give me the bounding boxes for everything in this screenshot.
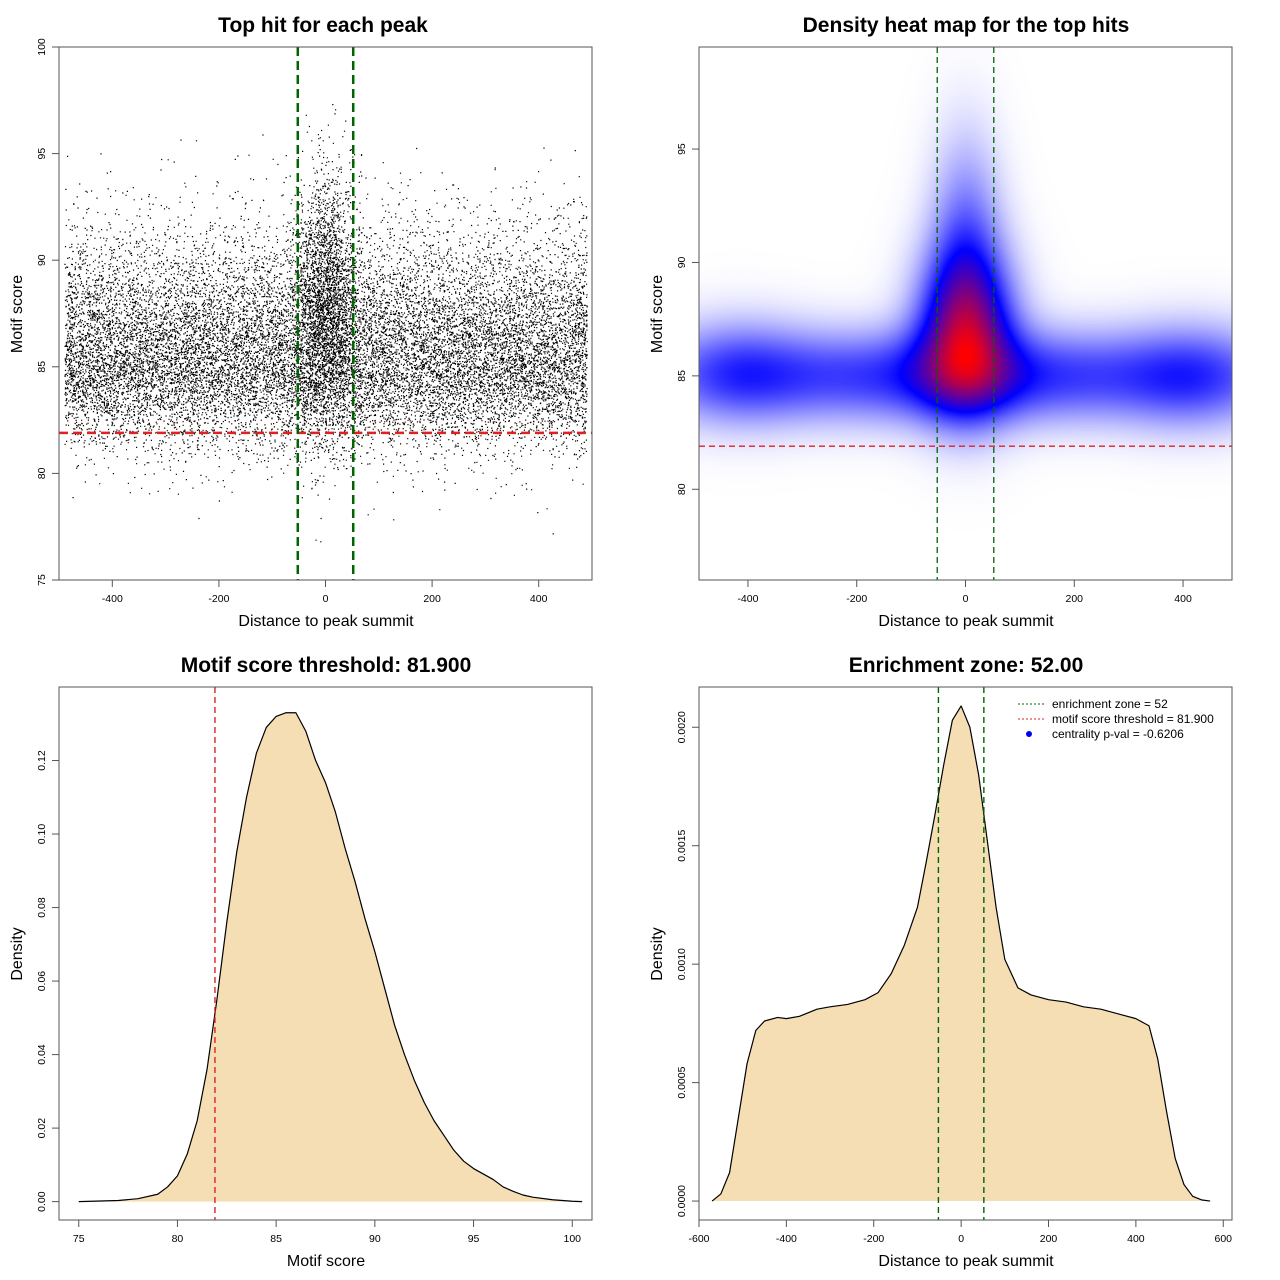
y-tick-label: 0.0015	[676, 830, 688, 862]
distance-density-reference-lines	[937, 687, 985, 1220]
y-tick-label: 0.10	[36, 824, 48, 845]
scatter-points	[64, 104, 588, 543]
x-tick-label: 0	[963, 593, 969, 605]
scatter-y-axis: 75 80 85 90 95 100	[36, 38, 60, 586]
scatter-x-axis: -400 -200 0 200 400	[102, 579, 548, 605]
x-tick-label: 75	[73, 1233, 85, 1245]
y-tick-label: 80	[676, 483, 688, 495]
x-tick-label: 80	[172, 1233, 184, 1245]
x-tick-label: 400	[1174, 593, 1192, 605]
scatter-x-label: Distance to peak summit	[238, 613, 414, 630]
y-tick-label: 0.02	[36, 1118, 48, 1139]
heatmap-y-axis: 80 85 90 95	[676, 143, 700, 495]
y-tick-label: 0.0005	[676, 1066, 688, 1098]
scatter-title: Top hit for each peak	[218, 14, 428, 37]
y-tick-label: 0.06	[36, 971, 48, 992]
score-density-title: Motif score threshold: 81.900	[181, 654, 472, 677]
heatmap-panel: Density heat map for the top hits -400 -2…	[649, 14, 1233, 630]
distance-density-x-label: Distance to peak summit	[878, 1253, 1054, 1270]
x-tick-label: -400	[102, 593, 123, 605]
score-density-area	[78, 712, 583, 1203]
distance-density-y-axis: 0.0000 0.0005 0.0010 0.0015 0.0020	[676, 711, 700, 1217]
y-tick-label: 90	[36, 254, 48, 266]
score-density-fill	[78, 712, 583, 1202]
x-tick-label: 0	[323, 593, 329, 605]
y-tick-label: 0.00	[36, 1191, 48, 1212]
legend-label-enrichment-zone: enrichment zone = 52	[1052, 697, 1168, 711]
x-tick-label: -600	[688, 1233, 709, 1245]
x-tick-label: 200	[1040, 1233, 1058, 1245]
score-density-x-label: Motif score	[287, 1253, 365, 1270]
heatmap-x-axis: -400 -200 0 200 400	[737, 579, 1192, 605]
scatter-plot-frame	[58, 46, 593, 581]
x-tick-label: -200	[208, 593, 229, 605]
score-density-y-label: Density	[9, 927, 26, 980]
y-tick-label: 0.0000	[676, 1185, 688, 1217]
legend-label-centrality: centrality p-val = -0.6206	[1052, 727, 1184, 741]
x-tick-label: -400	[737, 593, 758, 605]
x-tick-label: 200	[1066, 593, 1084, 605]
scatter-y-label: Motif score	[9, 275, 26, 353]
y-tick-label: 100	[36, 38, 48, 56]
y-tick-label: 85	[676, 370, 688, 382]
x-tick-label: 95	[468, 1233, 480, 1245]
y-tick-label: 0.04	[36, 1044, 48, 1065]
scatter-panel: Top hit for each peak -400 -200 0 200 400 75…	[9, 14, 593, 630]
heatmap-canvas	[699, 47, 1232, 580]
y-tick-label: 0.0020	[676, 711, 688, 743]
x-tick-label: -200	[863, 1233, 884, 1245]
x-tick-label: 90	[369, 1233, 381, 1245]
heatmap-y-label: Motif score	[649, 275, 666, 353]
heatmap-reference-lines	[699, 47, 1232, 580]
y-tick-label: 85	[36, 361, 48, 373]
scatter-reference-lines	[59, 47, 592, 580]
distance-density-title: Enrichment zone: 52.00	[849, 654, 1084, 677]
y-tick-label: 80	[36, 467, 48, 479]
x-tick-label: -400	[776, 1233, 797, 1245]
y-tick-label: 90	[676, 256, 688, 268]
heatmap-title: Density heat map for the top hits	[803, 14, 1130, 37]
heatmap-x-label: Distance to peak summit	[878, 613, 1054, 630]
scatter-point-cloud	[64, 104, 588, 543]
distance-density-y-label: Density	[649, 927, 666, 980]
distance-density-panel: Enrichment zone: 52.00 -600 -400 -200 0 200 4…	[649, 654, 1233, 1270]
y-tick-label: 95	[676, 143, 688, 155]
distance-density-area	[711, 705, 1211, 1202]
y-tick-label: 0.08	[36, 897, 48, 918]
distance-density-x-axis: -600 -400 -200 0 200 400 600	[688, 1219, 1232, 1245]
legend-label-threshold: motif score threshold = 81.900	[1052, 712, 1214, 726]
score-density-panel: Motif score threshold: 81.900 75 80 85 90 95…	[9, 654, 593, 1270]
score-density-curve	[78, 712, 583, 1203]
distance-density-legend: enrichment zone = 52 motif score thresho…	[1018, 697, 1214, 741]
y-tick-label: 95	[36, 148, 48, 160]
heatmap-surface	[699, 47, 1232, 580]
y-tick-label: 75	[36, 574, 48, 586]
y-tick-label: 0.0010	[676, 948, 688, 980]
x-tick-label: -200	[846, 593, 867, 605]
x-tick-label: 100	[563, 1233, 581, 1245]
distance-density-curve	[711, 705, 1211, 1202]
score-density-y-axis: 0.00 0.02 0.04 0.06 0.08 0.10 0.12	[36, 750, 60, 1212]
distance-density-fill	[712, 705, 1211, 1202]
x-tick-label: 0	[958, 1233, 964, 1245]
y-tick-label: 0.12	[36, 750, 48, 771]
x-tick-label: 600	[1214, 1233, 1232, 1245]
x-tick-label: 400	[530, 593, 548, 605]
score-density-x-axis: 75 80 85 90 95 100	[73, 1219, 581, 1245]
x-tick-label: 400	[1127, 1233, 1145, 1245]
x-tick-label: 200	[423, 593, 441, 605]
x-tick-label: 85	[270, 1233, 282, 1245]
legend-swatch-centrality	[1026, 731, 1032, 737]
